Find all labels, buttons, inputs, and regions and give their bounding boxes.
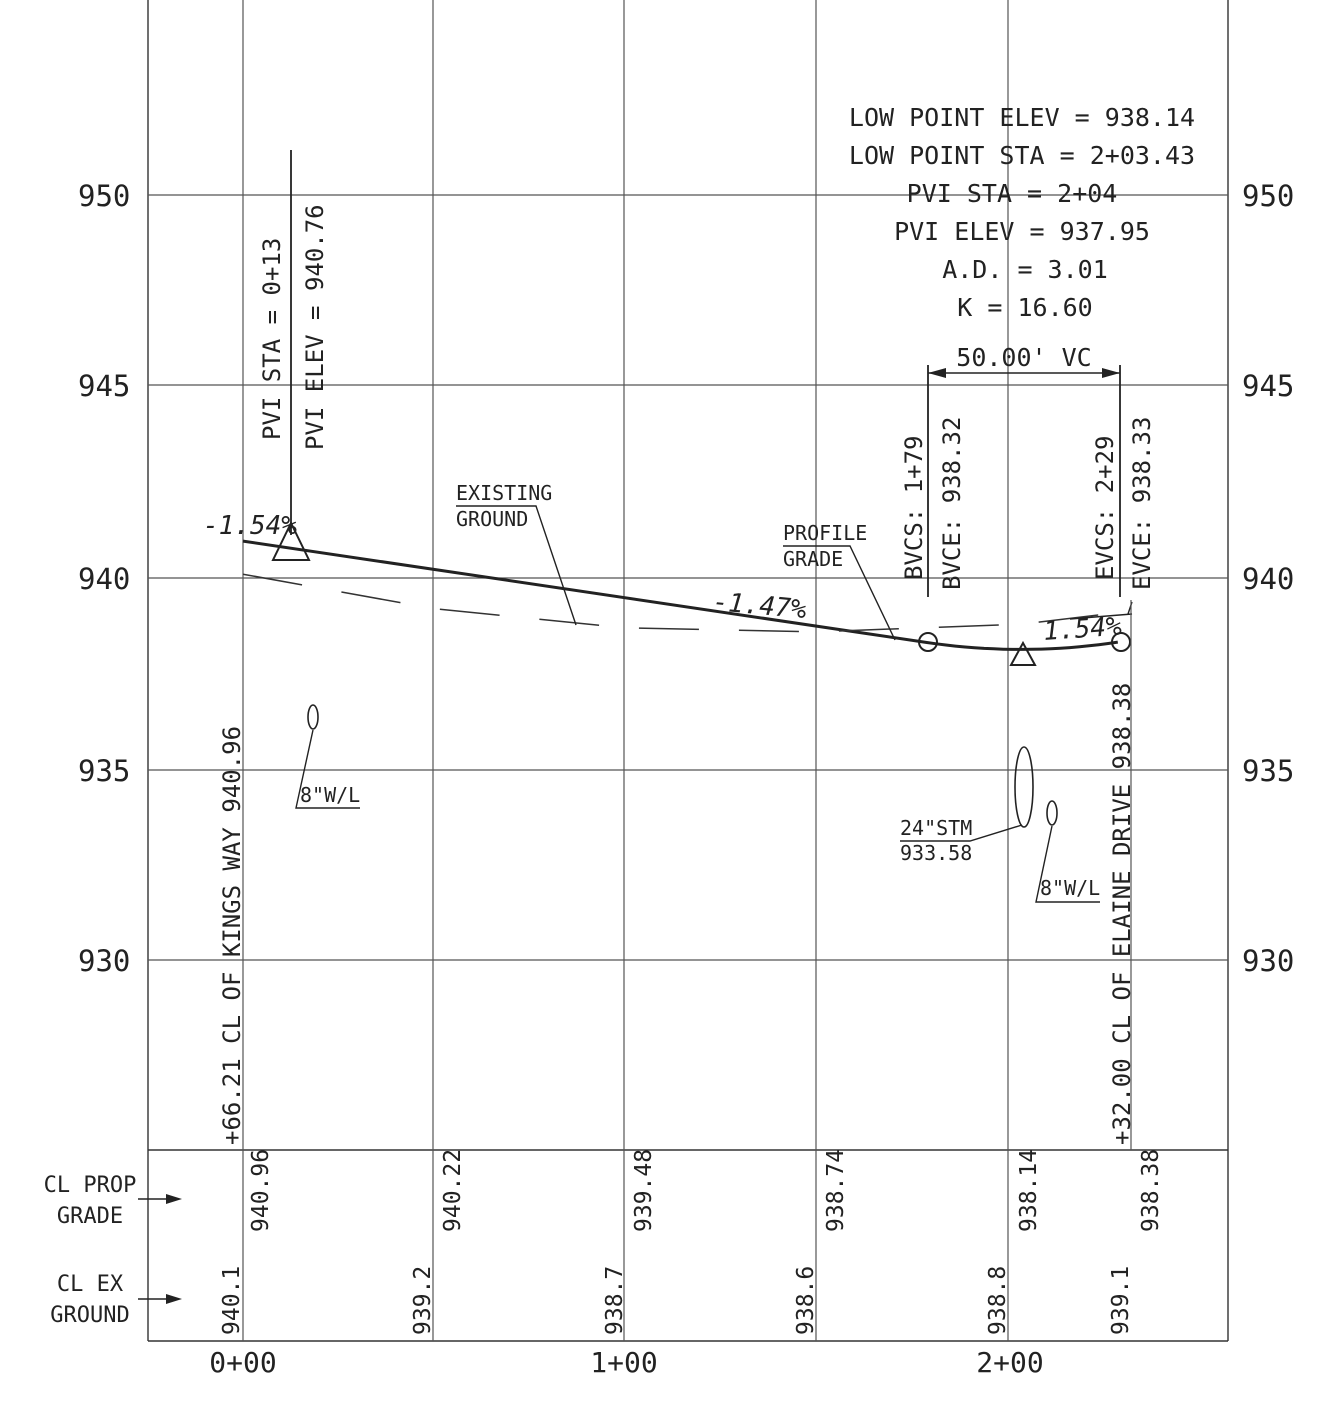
grade-label-mid: -1.47% (711, 587, 808, 625)
row-label-text: CL PROP (44, 1173, 137, 1198)
curve-info-line: A.D. = 3.01 (942, 255, 1108, 284)
x-label-1+00: 1+00 (590, 1346, 657, 1379)
storm-invert-label: 933.58 (900, 841, 972, 865)
x-label-0+00: 0+00 (209, 1346, 276, 1379)
plot-frame (147, 0, 1229, 1342)
y-label-right-940: 940 (1242, 562, 1294, 596)
row-label-ex-ground: CL EX GROUND (50, 1272, 182, 1328)
ex-ground-value: 939.2 (410, 1266, 436, 1335)
grade-label-end: 1.54% (1042, 612, 1123, 647)
profile-lines (242, 539, 1119, 651)
row-label-text: GROUND (50, 1303, 129, 1328)
callout-text: EXISTING (456, 481, 552, 505)
grade-label-start: -1.54% (203, 511, 297, 541)
prop-grade-value: 940.22 (440, 1149, 466, 1232)
callout-text: PROFILE (783, 521, 867, 545)
row-label-text: GRADE (57, 1204, 123, 1229)
curve-info-line: K = 16.60 (957, 293, 1092, 322)
row-label-text: CL EX (57, 1272, 124, 1297)
y-label-left-940: 940 (78, 562, 130, 596)
prop-grade-value: 938.38 (1138, 1149, 1164, 1232)
waterline-left-label: 8"W/L (300, 783, 360, 807)
y-label-right-930: 930 (1242, 944, 1294, 978)
ex-ground-value: 940.1 (219, 1266, 245, 1335)
waterline-right-label: 8"W/L (1040, 876, 1100, 900)
y-label-right-945: 945 (1242, 369, 1294, 403)
evc-elevation: EVCE: 938.33 (1128, 417, 1156, 590)
elevation-gridlines (148, 194, 1228, 961)
waterline-right: 8"W/L (1035, 800, 1100, 903)
storm-size-label: 24"STM (900, 816, 972, 840)
row-label-prop-grade: CL PROP GRADE (44, 1173, 182, 1229)
existing-ground-callout: EXISTING GROUND (456, 481, 577, 626)
prop-grade-value: 940.96 (248, 1149, 274, 1232)
y-label-right-950: 950 (1242, 179, 1294, 213)
low-point-pvi-marker (1009, 640, 1037, 666)
y-label-left-950: 950 (78, 179, 130, 213)
curve-info-line: PVI STA = 2+04 (907, 179, 1118, 208)
storm-pipe: 24"STM 933.58 (900, 746, 1034, 865)
pvi-start-sta: PVI STA = 0+13 (258, 238, 286, 440)
curve-info-line: PVI ELEV = 937.95 (894, 217, 1150, 246)
prop-grade-value: 939.48 (631, 1149, 657, 1232)
ex-ground-value: 938.6 (793, 1266, 819, 1335)
callout-text: GROUND (456, 507, 528, 531)
prop-grade-value: 938.14 (1016, 1149, 1042, 1232)
y-label-left-930: 930 (78, 944, 130, 978)
curve-info-block: LOW POINT ELEV = 938.14 LOW POINT STA = … (849, 103, 1195, 322)
bvc-marker: BVCS: 1+79 BVCE: 938.32 (900, 365, 966, 652)
pvi-start-elev: PVI ELEV = 940.76 (301, 204, 329, 450)
curve-info-line: LOW POINT ELEV = 938.14 (849, 103, 1195, 132)
evc-station: EVCS: 2+29 (1091, 436, 1119, 581)
curve-info-line: LOW POINT STA = 2+03.43 (849, 141, 1195, 170)
evc-marker: EVCS: 2+29 EVCE: 938.33 (1091, 365, 1156, 652)
vc-length-label: 50.00' VC (956, 343, 1091, 372)
x-label-2+00: 2+00 (976, 1346, 1043, 1379)
y-label-right-935: 935 (1242, 754, 1294, 788)
street-label-kings-way: +66.21 CL OF KINGS WAY 940.96 (218, 726, 246, 1145)
waterline-left: 8"W/L (295, 704, 360, 809)
existing-ground-line (242, 573, 1118, 633)
ex-ground-value: 938.8 (985, 1266, 1011, 1335)
profile-grade-line (242, 539, 1119, 651)
pvi-start-marker: PVI STA = 0+13 PVI ELEV = 940.76 (258, 150, 329, 561)
bvc-station: BVCS: 1+79 (900, 436, 928, 581)
y-label-left-935: 935 (78, 754, 130, 788)
callout-text: GRADE (783, 547, 843, 571)
y-label-left-945: 945 (78, 369, 130, 403)
vc-dimension: 50.00' VC (928, 343, 1120, 378)
ex-ground-value: 938.7 (602, 1266, 628, 1335)
profile-grade-callout: PROFILE GRADE (783, 521, 896, 641)
prop-grade-value: 938.74 (823, 1149, 849, 1232)
station-gridlines (242, 0, 1009, 1341)
ex-ground-value: 939.1 (1108, 1266, 1134, 1335)
street-label-elaine-drive: +32.00 CL OF ELAINE DRIVE 938.38 (1108, 683, 1136, 1145)
bvc-elevation: BVCE: 938.32 (938, 417, 966, 590)
